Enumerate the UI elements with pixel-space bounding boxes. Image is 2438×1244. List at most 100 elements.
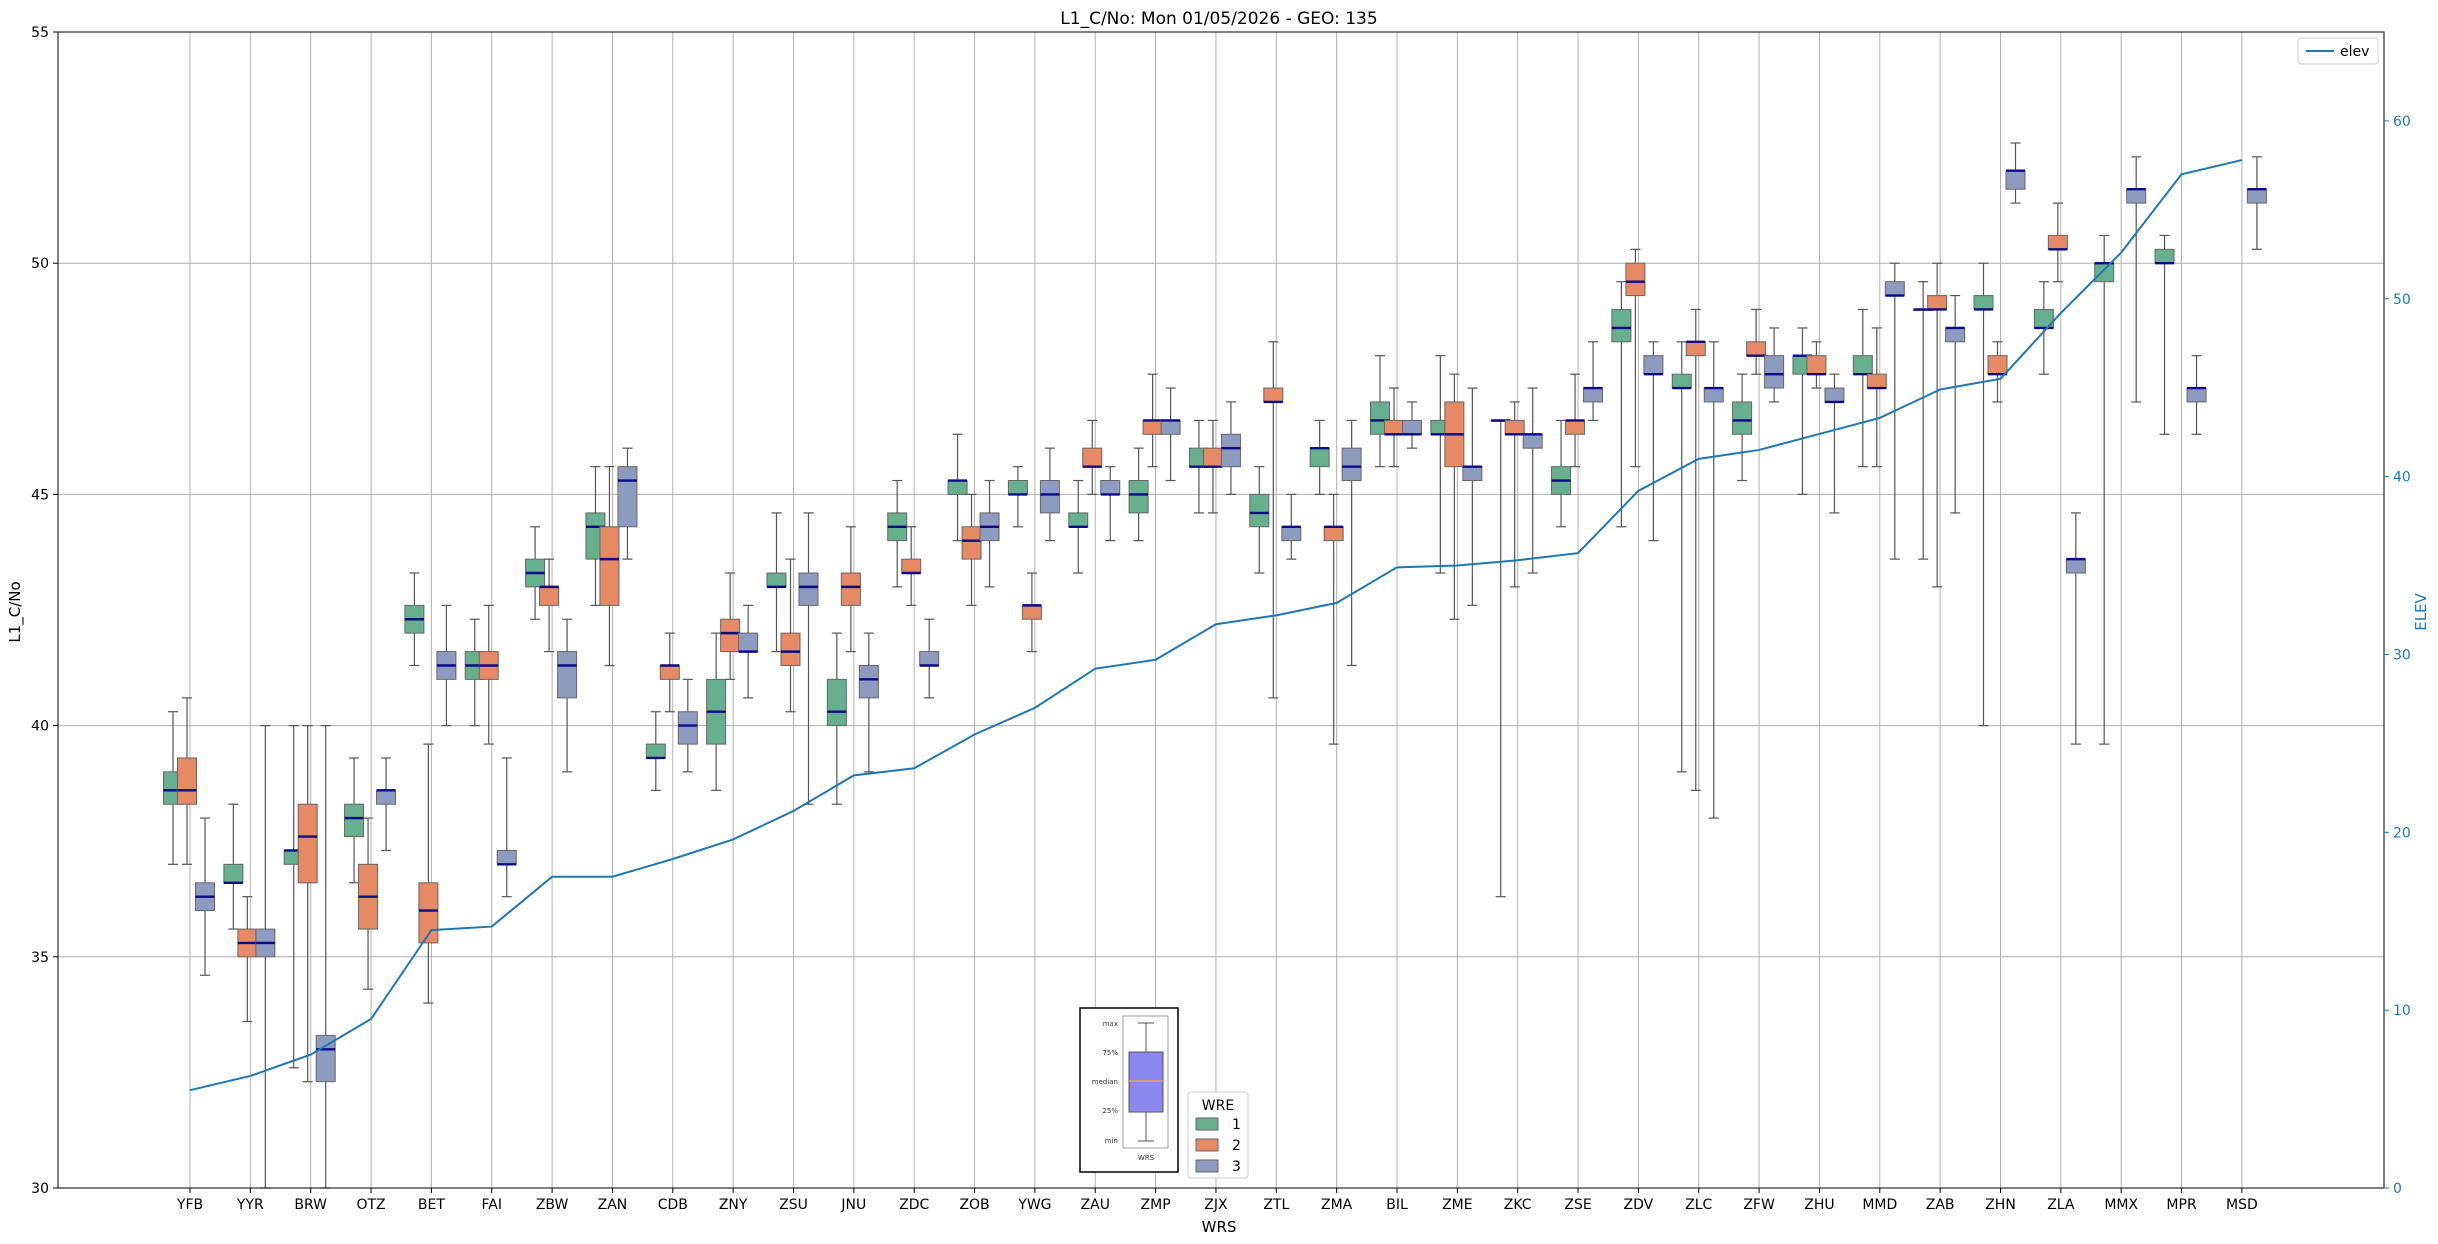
x-tick-label: ZFW — [1743, 1197, 1775, 1213]
y-axis-label: L1_C/No — [6, 581, 25, 642]
box-body — [1142, 419, 1163, 435]
box-body — [826, 678, 847, 727]
box-body — [1746, 341, 1767, 357]
box-body — [1764, 355, 1785, 389]
box-wre2-zlc — [1685, 308, 1706, 791]
x-tick-label: YFB — [176, 1197, 203, 1213]
box-wre3-zhn — [2005, 142, 2026, 204]
box-body — [539, 586, 560, 606]
box-wre3-cdb — [677, 678, 698, 773]
box-wre3-zny — [738, 604, 759, 699]
chart-title: L1_C/No: Mon 01/05/2026 - GEO: 135 — [1060, 9, 1377, 29]
box-body — [599, 526, 620, 606]
box-wre3-mpr — [2186, 355, 2207, 435]
x-tick-label: ZSE — [1564, 1197, 1591, 1213]
box-body — [1611, 308, 1632, 343]
box-wre1-ywg — [1007, 466, 1028, 528]
box-wre1-mmd — [1852, 308, 1873, 468]
legend-label-3: 3 — [1232, 1159, 1241, 1175]
box-wre1-bil — [1370, 355, 1390, 468]
box-body — [344, 803, 365, 838]
x-tick-label: ZAN — [598, 1197, 628, 1213]
box-body — [1341, 447, 1362, 482]
box-body — [297, 803, 318, 884]
y-tick-label: 35 — [31, 950, 49, 966]
box-wre3-zsu — [798, 512, 819, 805]
box-body — [961, 526, 982, 560]
legend-swatch-3 — [1195, 1159, 1219, 1173]
box-wre3-zab — [1945, 294, 1966, 514]
box-wre3-zjx — [1220, 401, 1241, 495]
x-tick-label: YYR — [236, 1197, 264, 1213]
box-body — [2065, 558, 2086, 574]
box-wre1-brw — [283, 724, 304, 1069]
box-body — [376, 789, 397, 805]
box-body — [2047, 234, 2068, 250]
y2-axis-label: ELEV — [2412, 592, 2430, 630]
box-wre2-zab — [1927, 262, 1948, 588]
box-wre3-zfw — [1764, 327, 1785, 403]
x-tick-label: ZDV — [1624, 1197, 1654, 1213]
box-wre2-yyr — [237, 896, 258, 1023]
box-wre2-fai — [478, 604, 499, 745]
x-tick-label: FAI — [482, 1197, 502, 1213]
box-wre1-otz — [344, 757, 365, 884]
box-wre2-cdb — [659, 632, 680, 713]
box-wre1-zfw — [1732, 373, 1753, 482]
box-wre2-zse — [1565, 373, 1586, 468]
inset-label: max — [1103, 1020, 1118, 1028]
box-wre3-mmd — [1884, 262, 1905, 560]
x-tick-label: ZJX — [1204, 1197, 1228, 1213]
x-tick-label: ZAB — [1926, 1197, 1955, 1213]
box-wre2-zau — [1082, 419, 1103, 495]
box-wre3-fai — [496, 757, 517, 898]
box-wre3-bet — [436, 604, 457, 727]
box-body — [798, 572, 819, 606]
x-tick-label: ZNY — [719, 1197, 748, 1213]
x-tick-label: ZKC — [1504, 1197, 1532, 1213]
box-wre2-jnu — [840, 526, 861, 653]
box-body — [177, 757, 197, 805]
x-tick-label: MMX — [2104, 1197, 2138, 1213]
box-wre1-ztl — [1249, 466, 1270, 574]
box-wre3-mmx — [2126, 156, 2147, 403]
legend-title: WRE — [1202, 1098, 1234, 1114]
x-tick-label: MSD — [2226, 1197, 2258, 1213]
box-body — [766, 572, 787, 588]
box-body — [858, 664, 879, 699]
box-wre2-zsu — [780, 558, 801, 713]
box-wre2-zhn — [1987, 341, 2008, 403]
box-body — [2186, 387, 2207, 403]
box-wre1-zhn — [1973, 262, 1994, 727]
box-wre2-zme — [1444, 373, 1465, 620]
box-body — [1202, 447, 1223, 468]
legend-label-1: 1 — [1232, 1117, 1241, 1133]
box-body — [1973, 295, 1994, 310]
box-wre1-zmp — [1128, 447, 1149, 542]
box-wre2-ztl — [1263, 341, 1284, 699]
box-wre3-bil — [1402, 401, 1422, 449]
x-tick-label: ZBW — [536, 1197, 569, 1213]
x-tick-label: ZAU — [1081, 1197, 1110, 1213]
box-body — [1583, 387, 1604, 403]
legend-swatch-1 — [1195, 1117, 1219, 1131]
box-body — [1866, 373, 1887, 389]
box-wre2-zdv — [1625, 248, 1646, 468]
box-wre3-zan — [617, 447, 638, 560]
box-body — [1884, 281, 1905, 297]
box-body — [1007, 480, 1028, 495]
x-tick-label: MPR — [2166, 1197, 2197, 1213]
box-wre3-zau — [1100, 466, 1121, 542]
box-wre1-zse — [1551, 419, 1572, 528]
box-wre3-zla — [2065, 512, 2086, 745]
box-wre2-zan — [599, 466, 620, 667]
box-wre1-zdc — [887, 479, 908, 588]
x-tick-label: ZOB — [959, 1197, 989, 1213]
box-wre3-zob — [979, 479, 1000, 588]
box-body — [1220, 433, 1241, 468]
y-tick-label: 40 — [31, 719, 49, 735]
box-wre2-zhu — [1806, 341, 1827, 389]
box-wre2-zla — [2047, 202, 2068, 283]
x-tick-label: CDB — [658, 1197, 688, 1213]
